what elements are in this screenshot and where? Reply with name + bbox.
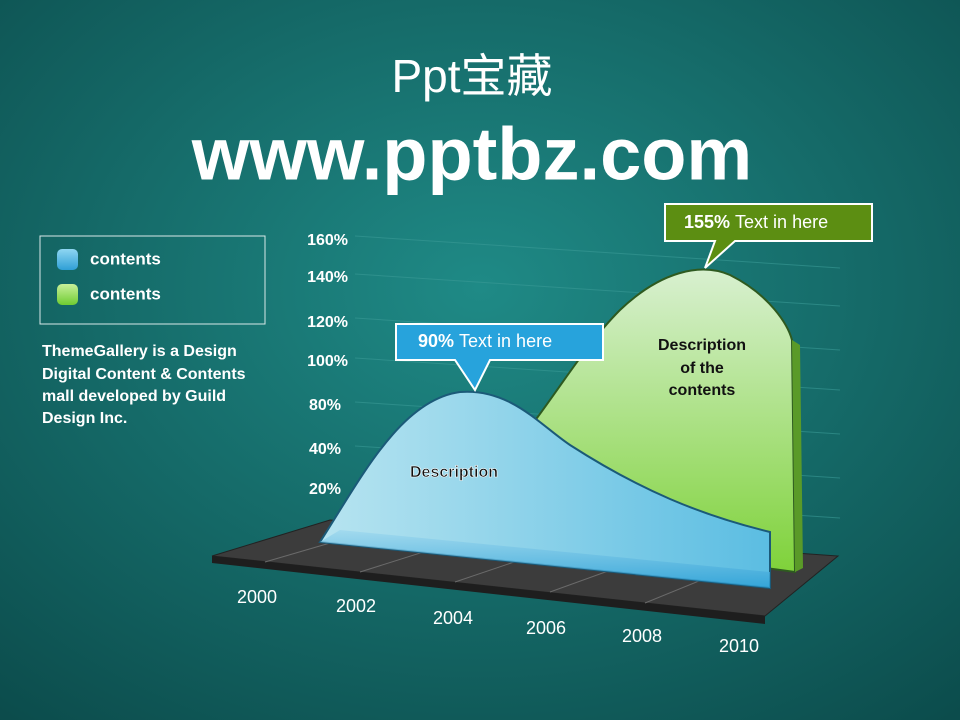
x-label: 2006 xyxy=(526,618,566,638)
y-label: 100% xyxy=(307,353,348,370)
area-label: Description xyxy=(658,337,746,354)
y-label: 40% xyxy=(309,441,341,458)
area-label: of the xyxy=(680,360,724,377)
blue-area-front xyxy=(320,530,770,588)
x-label: 2008 xyxy=(622,626,662,646)
area-label: Description xyxy=(410,464,498,481)
blue-area xyxy=(318,390,771,590)
callout: 155% Text in here xyxy=(684,212,828,232)
legend-swatch xyxy=(57,284,78,305)
green-area-side xyxy=(792,340,803,572)
y-label: 120% xyxy=(307,314,348,331)
callout: 90% Text in here xyxy=(418,331,552,351)
url: www.pptbz.com xyxy=(191,113,752,196)
x-label: 2004 xyxy=(433,608,473,628)
y-label: 160% xyxy=(307,232,348,249)
callout-box xyxy=(664,203,873,269)
x-label: 2002 xyxy=(336,596,376,616)
title: Ppt宝藏 xyxy=(391,50,552,102)
callout-box xyxy=(395,323,604,392)
description-line: Digital Content & Contents xyxy=(42,366,246,383)
x-label: 2010 xyxy=(719,636,759,656)
y-label: 20% xyxy=(309,481,341,498)
legend-label: contents xyxy=(90,284,161,303)
legend-box xyxy=(39,235,266,325)
description-line: Design Inc. xyxy=(42,410,127,427)
callout-value: 155% xyxy=(684,212,730,232)
callout-text: Text in here xyxy=(459,331,552,351)
callout-text: Text in here xyxy=(735,212,828,232)
y-label: 80% xyxy=(309,397,341,414)
description-line: mall developed by Guild xyxy=(42,388,226,405)
x-label: 2000 xyxy=(237,587,277,607)
area-label: contents xyxy=(669,382,736,399)
y-label: 140% xyxy=(307,269,348,286)
legend-label: contents xyxy=(90,249,161,268)
legend-swatch xyxy=(57,249,78,270)
callout-value: 90% xyxy=(418,331,454,351)
description-line: ThemeGallery is a Design xyxy=(42,343,237,360)
floor-edge xyxy=(212,556,765,624)
